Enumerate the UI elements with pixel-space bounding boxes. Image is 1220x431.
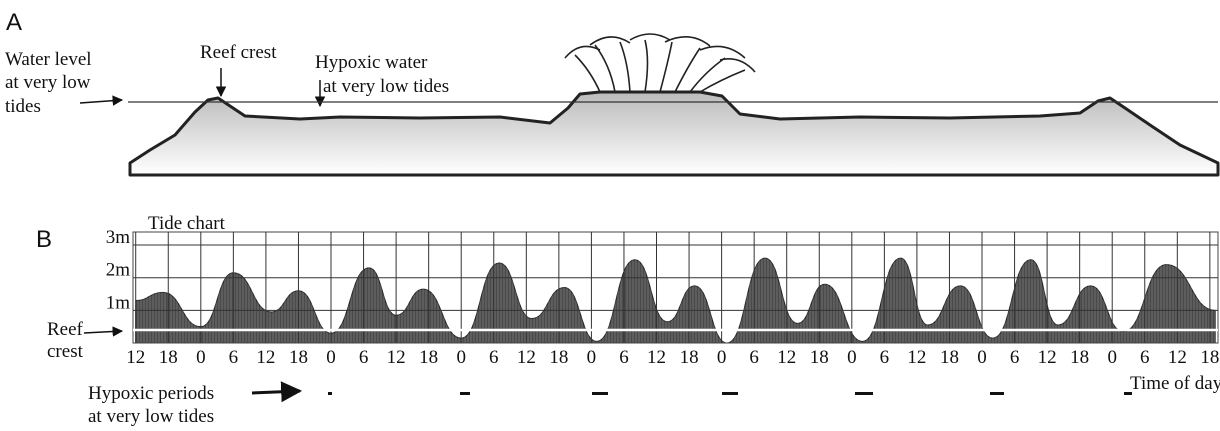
x-tick-label: 12 [1038,347,1057,368]
label: Hypoxic water [315,52,428,73]
x-tick-label: 0 [587,347,597,368]
plot-frame [132,231,1219,344]
x-tick-label: 12 [126,347,145,368]
label: at very low tides [323,76,449,97]
x-tick-label: 18 [1070,347,1089,368]
x-tick-label: 6 [359,347,369,368]
x-tick-label: 18 [289,347,308,368]
label: Reef crest [200,42,277,63]
x-tick-label: 18 [549,347,568,368]
panel-letter: B [36,226,52,253]
label: Water level [5,49,92,70]
hypoxic-periods [328,392,1132,395]
chart-title: Tide chart [148,213,226,234]
x-tick-label: 6 [749,347,759,368]
x-tick-label: 6 [880,347,890,368]
x-tick-label: 18 [680,347,699,368]
x-tick-label: 18 [159,347,178,368]
x-tick-label: 0 [977,347,987,368]
x-tick-label: 12 [907,347,926,368]
label: crest [47,341,84,362]
x-tick-label: 18 [940,347,959,368]
x-tick-label: 12 [256,347,275,368]
x-tick-label: 12 [387,347,406,368]
label: at very low tides [88,406,214,427]
x-tick-label: 6 [619,347,629,368]
arrow [251,381,303,403]
x-tick-label: 6 [489,347,499,368]
reef-profile [128,90,1220,177]
x-tick-label: 12 [517,347,536,368]
x-tick-label: 12 [1168,347,1187,368]
x-tick-label: 12 [647,347,666,368]
panel-letter: A [6,9,22,36]
x-tick-label: 0 [456,347,466,368]
x-tick-label: 6 [229,347,239,368]
label: Hypoxic periods [88,383,214,404]
label: tides [5,96,41,117]
y-tick-label: 3m [106,227,131,248]
x-tick-label: 0 [847,347,857,368]
vegetation [564,33,756,93]
x-tick-label: 12 [777,347,796,368]
x-tick-label: 6 [1010,347,1020,368]
arrow [83,326,124,337]
x-axis-label: Time of day [1130,373,1220,394]
x-tick-label: 0 [326,347,336,368]
x-tick-label: 18 [1200,347,1219,368]
y-tick-label: 2m [106,260,131,281]
tide-area [135,257,1216,344]
y-tick-label: 1m [106,292,131,313]
label: Reef [47,319,84,340]
x-tick-label: 0 [717,347,727,368]
x-tick-label: 0 [1107,347,1117,368]
x-tick-label: 0 [196,347,206,368]
x-tick-label: 18 [419,347,438,368]
x-tick-label: 6 [1140,347,1150,368]
label: at very low [5,72,91,93]
arrow [79,95,124,106]
x-tick-label: 18 [810,347,829,368]
